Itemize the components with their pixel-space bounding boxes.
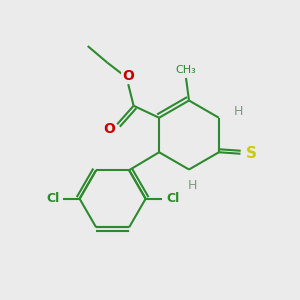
Text: Cl: Cl (46, 192, 59, 205)
Text: H: H (234, 105, 243, 118)
Text: O: O (103, 122, 115, 136)
Text: S: S (246, 146, 257, 161)
Text: CH₃: CH₃ (176, 64, 197, 75)
Text: O: O (122, 69, 134, 83)
Text: H: H (187, 178, 197, 192)
Text: Cl: Cl (166, 192, 179, 205)
